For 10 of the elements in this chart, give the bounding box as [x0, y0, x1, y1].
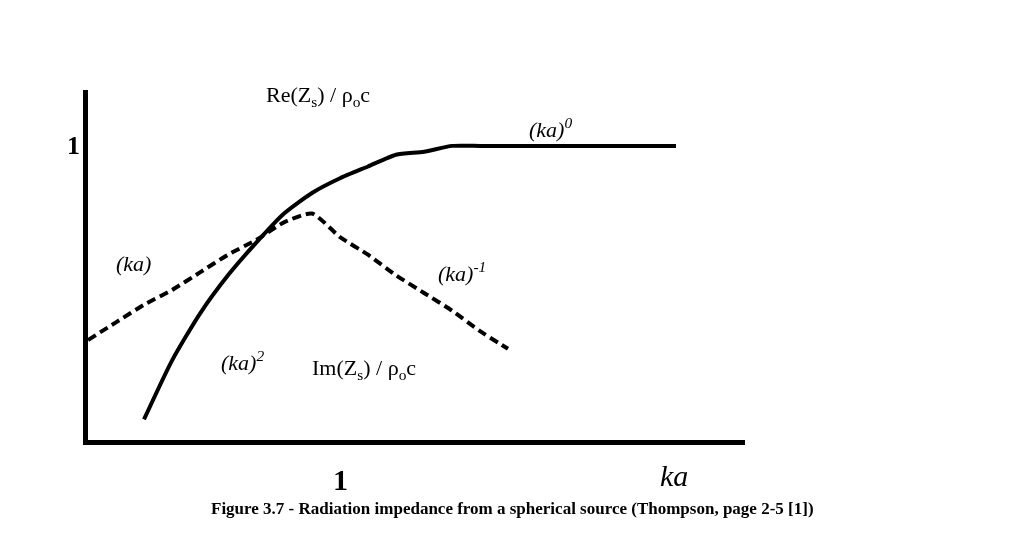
annotation: (ka)$^{2}$: [221, 347, 265, 376]
annotation: Im(Z$_{s}$) / ρ$_{o}$c: [312, 355, 417, 383]
text: Re(Z$_{s}$) / ρ$_{o}$c: [266, 82, 371, 110]
text: (ka)$^{0}$: [529, 114, 573, 143]
text: 1: [333, 463, 348, 496]
annotation: 1: [67, 131, 80, 160]
annotation: (ka)$^{-1}$: [438, 258, 487, 287]
caption: Figure 3.7 - Radiation impedance from a spherical source (Thompson, page 2-5 [1]): [211, 499, 814, 518]
annotation: (ka): [116, 251, 152, 276]
x-axis-title: ka: [660, 459, 689, 492]
